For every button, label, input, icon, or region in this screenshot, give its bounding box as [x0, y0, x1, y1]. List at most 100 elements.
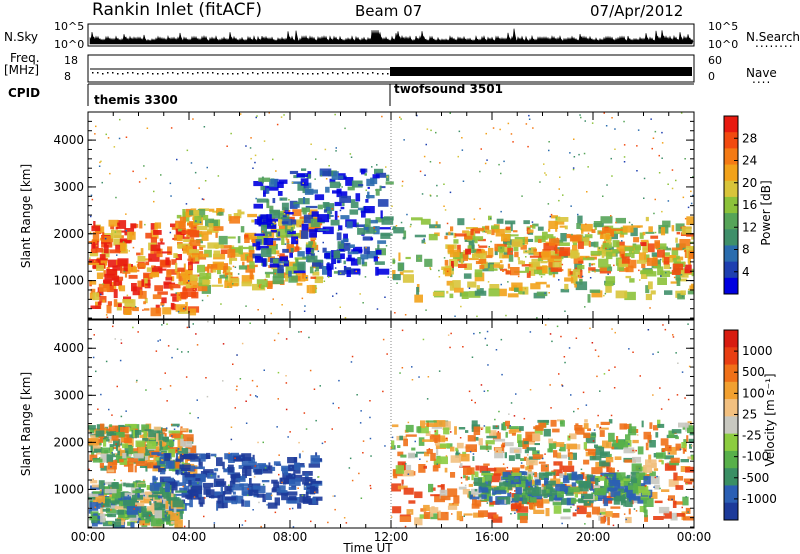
data-cell [272, 198, 276, 204]
data-cell [590, 241, 596, 247]
data-speck [575, 509, 577, 511]
data-speck [292, 475, 295, 477]
data-cell [588, 267, 596, 271]
data-cell [310, 480, 322, 484]
data-speck [476, 315, 478, 318]
data-speck [93, 334, 95, 336]
data-cell [454, 426, 457, 435]
nave-point [302, 73, 304, 75]
data-speck [473, 332, 475, 335]
data-cell [437, 511, 449, 521]
data-cell [474, 482, 487, 485]
data-cell [198, 496, 205, 505]
data-speck [528, 114, 530, 117]
data-cell [529, 269, 536, 276]
data-cell [128, 452, 132, 458]
data-speck [548, 149, 550, 152]
data-cell [655, 452, 666, 459]
data-cell [675, 443, 681, 451]
data-cell [604, 478, 607, 488]
data-cell [107, 461, 117, 470]
data-cell [269, 209, 280, 219]
data-speck [323, 280, 326, 282]
colorbar-frame [723, 329, 739, 521]
data-cell [430, 452, 436, 461]
data-cell [661, 489, 670, 492]
data-cell [502, 254, 509, 259]
data-cell [230, 278, 240, 286]
data-cell [287, 209, 291, 214]
data-speck [606, 184, 608, 186]
data-cell [680, 290, 686, 295]
data-cell [145, 283, 151, 286]
data-speck [391, 205, 393, 207]
data-cell [491, 225, 499, 230]
data-cell [605, 276, 616, 284]
data-cell [556, 454, 568, 459]
data-cell [642, 269, 654, 274]
data-cell [267, 502, 278, 509]
data-speck [254, 465, 256, 467]
data-cell [514, 449, 520, 453]
data-cell [403, 487, 414, 495]
data-speck [677, 362, 679, 364]
data-speck [500, 283, 502, 286]
data-cell [232, 475, 236, 485]
data-cell [343, 260, 346, 265]
data-speck [660, 408, 663, 410]
data-speck [401, 180, 404, 183]
data-cell [478, 245, 488, 248]
data-cell [112, 446, 117, 449]
data-cell [128, 274, 138, 279]
data-cell [90, 305, 101, 309]
data-speck [146, 127, 149, 129]
data-cell [480, 229, 489, 232]
data-cell [204, 266, 209, 272]
data-cell [405, 434, 417, 437]
data-speck [579, 223, 581, 226]
data-cell [284, 224, 288, 233]
data-speck [351, 479, 354, 482]
data-cell [527, 231, 534, 235]
freq-tick-top: 18 [64, 54, 78, 67]
colorbar-swatch [724, 399, 738, 417]
data-cell [182, 287, 188, 295]
data-cell [157, 453, 167, 456]
data-speck [101, 502, 103, 504]
data-cell [422, 439, 434, 442]
data-cell [538, 239, 542, 243]
data-cell [278, 218, 283, 226]
data-cell [606, 477, 612, 483]
data-speck [260, 525, 262, 528]
data-speck [254, 154, 257, 157]
data-cell [587, 450, 596, 455]
data-cell [227, 249, 236, 258]
data-cell [214, 468, 219, 472]
nsearch-dots: ........ [755, 36, 794, 50]
data-cell [584, 234, 593, 239]
data-cell [92, 444, 101, 452]
data-cell [510, 473, 520, 483]
data-cell [555, 442, 565, 447]
data-cell [252, 464, 263, 473]
data-cell [257, 236, 269, 245]
data-cell [120, 242, 126, 252]
data-speck [587, 501, 589, 504]
data-cell [300, 178, 309, 186]
data-cell [187, 491, 193, 500]
data-speck [653, 212, 655, 215]
data-speck [632, 449, 634, 452]
data-speck [163, 486, 165, 488]
data-cell [244, 234, 249, 240]
data-cell [451, 261, 454, 269]
data-cell [416, 426, 422, 433]
data-cell [511, 433, 516, 436]
data-cell [498, 266, 503, 270]
data-cell [411, 217, 423, 221]
data-cell [402, 270, 414, 273]
data-cell [518, 481, 528, 488]
data-cell [355, 193, 361, 202]
data-cell [366, 178, 375, 187]
data-speck [573, 138, 575, 140]
data-cell [130, 522, 135, 528]
